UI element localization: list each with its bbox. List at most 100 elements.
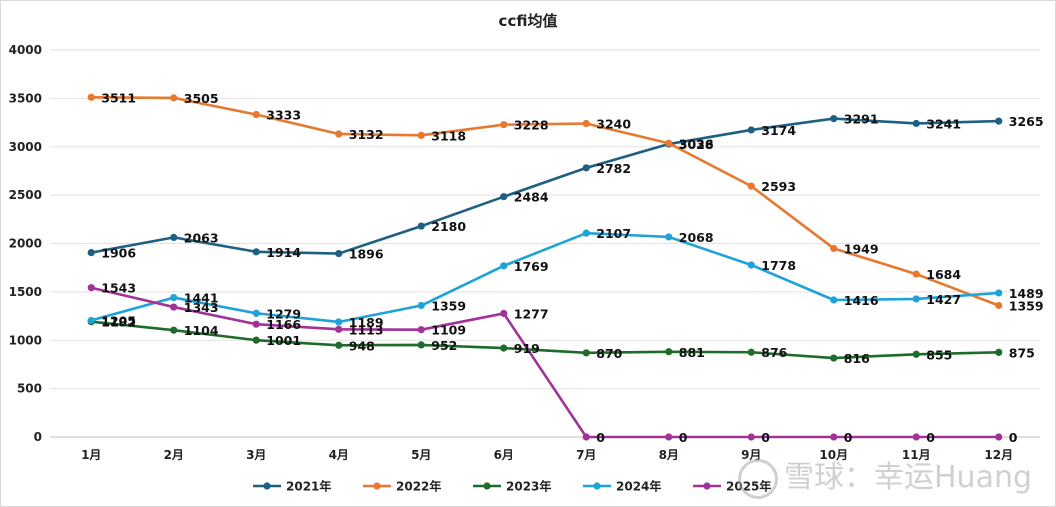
data-label: 1192 [101, 315, 136, 330]
y-tick-label: 500 [17, 382, 42, 396]
data-label: 2180 [431, 219, 466, 234]
data-label: 0 [596, 430, 605, 445]
data-label: 1113 [349, 322, 384, 337]
legend-marker [593, 482, 601, 490]
data-point [500, 344, 508, 352]
x-tick-label: 4月 [329, 448, 349, 462]
data-point [747, 261, 755, 269]
x-tick-label: 11月 [902, 448, 931, 462]
series-line [90, 286, 999, 439]
data-point [170, 233, 178, 242]
data-label: 875 [1009, 345, 1035, 360]
data-label: 0 [761, 430, 770, 445]
data-point [995, 433, 1003, 441]
data-label: 1359 [431, 299, 466, 314]
data-label: 1205 [101, 313, 136, 328]
data-label: 1543 [101, 281, 136, 296]
data-point [252, 110, 260, 119]
data-label: 1914 [266, 245, 301, 260]
data-label: 1279 [266, 306, 301, 321]
legend-marker [483, 482, 491, 490]
legend-label: 2022年 [396, 479, 441, 494]
legend: 2021年 2022年 2023年 2024年 2025年 [253, 479, 771, 494]
data-label: 919 [514, 341, 540, 356]
data-point [995, 301, 1003, 310]
data-label: 3505 [184, 91, 219, 106]
legend-label: 2021年 [286, 479, 331, 494]
data-label: 1416 [844, 293, 879, 308]
data-label: 1949 [844, 241, 879, 256]
data-label: 1166 [266, 317, 301, 332]
data-labels: 1906 2063 1914 1896 2180 2484 2782 3028 3174 3291… [101, 90, 1043, 445]
data-point [335, 249, 343, 258]
data-label: 881 [679, 345, 705, 360]
snowball-logo-icon [738, 458, 778, 499]
x-tick-label: 7月 [576, 448, 596, 462]
data-label: 0 [844, 430, 853, 445]
data-label: 1109 [431, 323, 466, 338]
data-point [500, 262, 508, 270]
data-point [665, 433, 673, 441]
watermark: 雪球：幸运Huang [738, 452, 1038, 499]
data-label: 1427 [926, 292, 961, 307]
data-point [170, 94, 178, 102]
x-tick-label: 6月 [494, 448, 514, 462]
data-label: 1189 [349, 315, 384, 330]
data-label: 2063 [184, 230, 219, 245]
data-point [995, 348, 1003, 356]
data-point [912, 119, 920, 128]
data-point [252, 248, 260, 256]
x-tick-label: 1月 [81, 448, 101, 462]
data-label: 3174 [761, 123, 796, 138]
y-tick-label: 3500 [9, 91, 42, 105]
legend-label: 2024年 [616, 479, 661, 494]
data-label: 3036 [679, 136, 714, 151]
data-point [170, 293, 178, 302]
data-point [417, 222, 425, 230]
data-point [417, 301, 425, 310]
data-point [500, 121, 508, 129]
data-label: 3228 [514, 118, 549, 133]
data-label: 1896 [349, 247, 384, 262]
chart-title: ccfi均值 [498, 12, 558, 30]
data-label: 3118 [431, 128, 466, 143]
data-label: 1489 [1009, 286, 1044, 301]
data-label: 870 [596, 346, 622, 361]
y-tick-label: 1500 [9, 285, 42, 299]
series-line [91, 320, 999, 360]
x-tick-label: 3月 [246, 448, 266, 462]
data-point [252, 336, 260, 344]
data-point [912, 295, 920, 303]
series-line [91, 96, 1000, 307]
data-point [995, 289, 1003, 297]
data-point [582, 433, 590, 441]
data-label: 3240 [596, 117, 631, 132]
y-tick-label: 4000 [9, 43, 42, 57]
data-point [335, 130, 343, 138]
data-point [747, 126, 755, 134]
data-point [747, 433, 755, 441]
data-point [252, 320, 260, 328]
data-point [170, 303, 178, 311]
data-label: 948 [349, 338, 375, 353]
data-label: 0 [926, 430, 935, 445]
data-point [912, 270, 920, 278]
y-tick-label: 1000 [9, 333, 42, 347]
data-point [830, 354, 838, 362]
data-point [665, 139, 673, 147]
data-label: 952 [431, 338, 457, 353]
series-lines [87, 93, 1003, 441]
data-label: 3291 [844, 112, 879, 127]
data-label: 2782 [596, 161, 631, 176]
data-label: 3241 [926, 116, 961, 131]
x-tick-label: 2月 [164, 448, 184, 462]
y-tick-label: 2500 [9, 188, 42, 202]
data-label: 3265 [1009, 114, 1044, 129]
y-tick-label: 0 [34, 430, 42, 444]
data-point [252, 309, 260, 317]
data-label: 1359 [1009, 299, 1044, 314]
data-label: 2068 [679, 230, 714, 245]
data-point [665, 348, 673, 356]
data-label: 1277 [514, 306, 549, 321]
